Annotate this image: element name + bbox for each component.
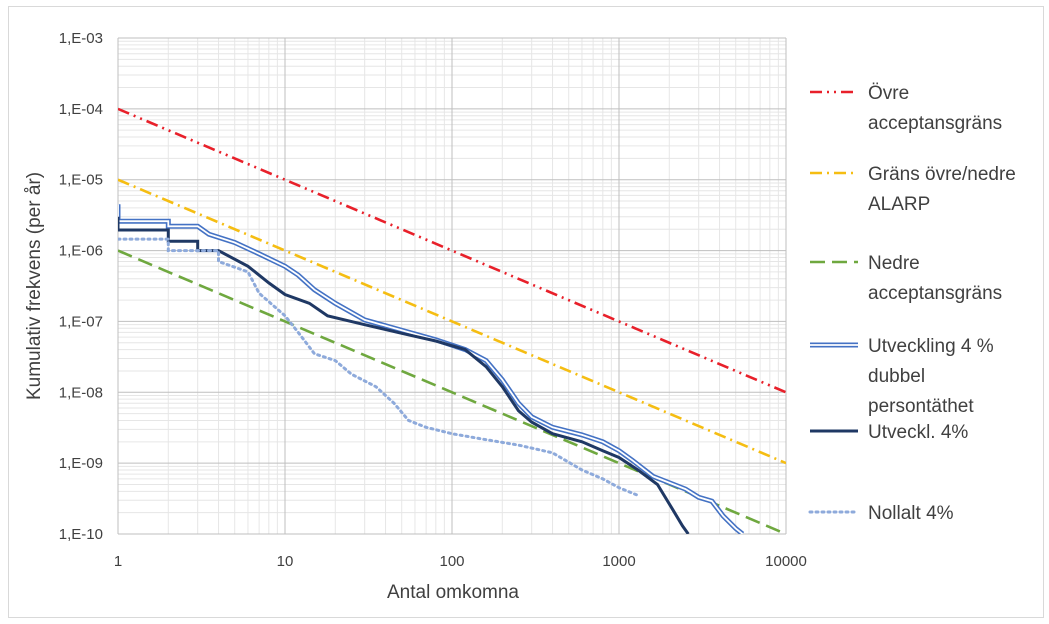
legend-label: persontäthet	[868, 396, 974, 417]
y-tick-label: 1,E-05	[59, 172, 103, 189]
series-4	[118, 204, 745, 534]
series-line-2	[118, 178, 786, 465]
y-axis-title: Kumulativ frekvens (per år)	[24, 172, 45, 400]
y-tick-label: 1,E-09	[59, 455, 103, 472]
y-tick-label: 1,E-10	[59, 526, 103, 543]
y-tick-labels: 1,E-10 1,E-09 1,E-08 1,E-07 1,E-06 1,E-05 1,E-…	[59, 30, 103, 543]
y-tick-label: 1,E-06	[59, 243, 103, 260]
series-5	[118, 216, 690, 534]
legend-item: Utveckling 4 % dubbel persontäthet	[810, 336, 994, 417]
legend-label: Nollalt 4%	[868, 503, 954, 524]
legend-label: Utveckling 4 %	[868, 336, 994, 357]
legend-label: acceptansgräns	[868, 283, 1002, 304]
legend: Övre acceptansgräns Gräns övre/nedre ALARP N…	[808, 83, 1016, 524]
legend-label: ALARP	[868, 194, 930, 215]
y-tick-label: 1,E-07	[59, 313, 103, 330]
legend-item: Nollalt 4%	[808, 503, 954, 524]
x-tick-label: 10	[277, 553, 294, 570]
y-tick-label: 1,E-04	[59, 101, 103, 118]
legend-label: Nedre	[868, 253, 920, 274]
x-tick-label: 100	[439, 553, 464, 570]
series-line-6	[118, 237, 640, 497]
x-tick-labels: 1 10 100 1000 10000	[114, 553, 807, 570]
series-6	[118, 237, 640, 497]
chart-frame	[8, 6, 1044, 618]
x-tick-label: 1	[114, 553, 122, 570]
legend-label: Gräns övre/nedre	[868, 164, 1016, 185]
y-tick-label: 1,E-08	[59, 384, 103, 401]
series-lines	[118, 107, 786, 534]
legend-label: Övre	[868, 83, 909, 104]
legend-item: Gräns övre/nedre ALARP	[810, 164, 1016, 215]
series-line-5	[118, 216, 690, 534]
x-tick-label: 1000	[602, 553, 635, 570]
x-tick-label: 10000	[765, 553, 807, 570]
legend-label: Utveckl. 4%	[868, 422, 968, 443]
legend-item: Nedre acceptansgräns	[810, 253, 1002, 304]
y-tick-label: 1,E-03	[59, 30, 103, 47]
legend-label: dubbel	[868, 366, 925, 387]
x-axis-title: Antal omkomna	[387, 582, 519, 603]
grid	[117, 37, 787, 535]
series-2	[118, 178, 786, 465]
legend-label: acceptansgräns	[868, 113, 1002, 134]
series-line-4-inner	[118, 204, 744, 534]
legend-item: Utveckl. 4%	[810, 422, 968, 443]
legend-item: Övre acceptansgräns	[810, 83, 1002, 134]
